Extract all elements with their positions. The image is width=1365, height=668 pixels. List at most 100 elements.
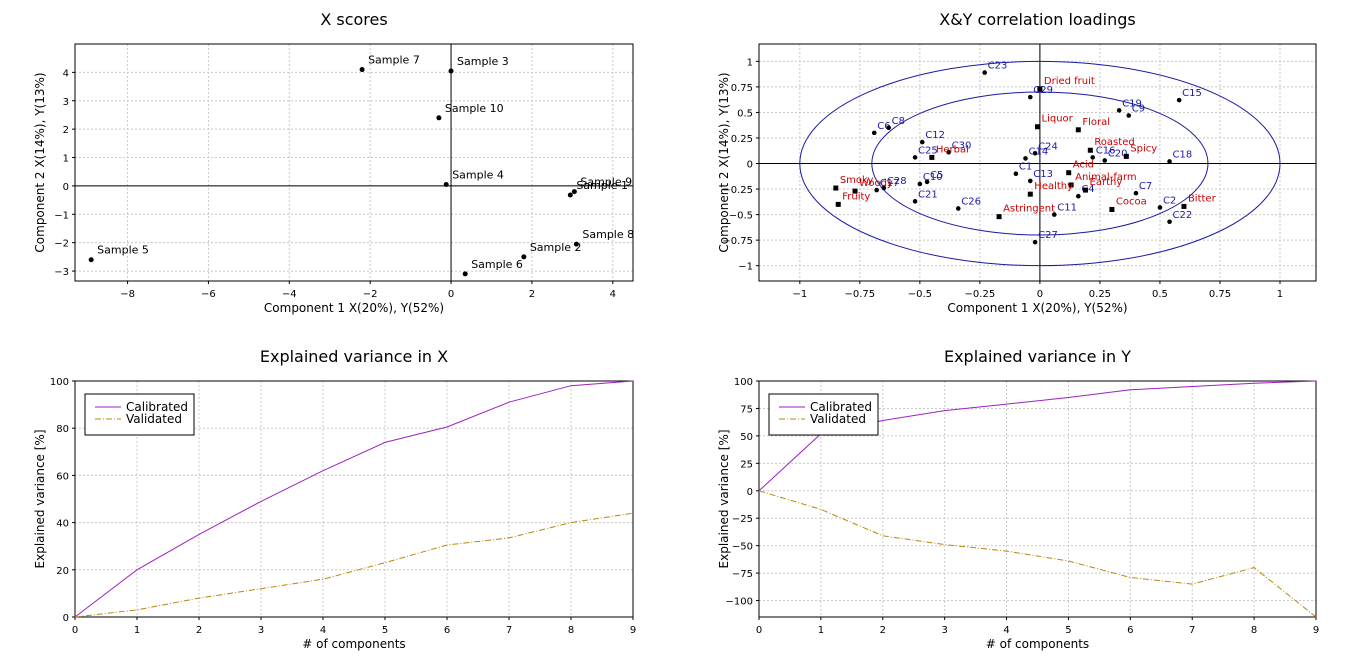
x-loading-point[interactable] [1133,190,1139,196]
x-loading-point[interactable] [912,199,918,204]
score-point[interactable] [436,115,442,121]
y-loading-point[interactable] [1027,191,1033,197]
x-loading-point[interactable] [1176,97,1182,103]
y-loading-label: Liquor [1042,114,1074,125]
x-loading-point[interactable] [1157,205,1163,210]
score-point[interactable] [571,189,577,195]
x-loading-point[interactable] [924,179,930,185]
x-loading-point[interactable] [874,187,879,193]
score-point[interactable] [359,67,365,73]
y-tick-label: 0 [747,487,753,498]
y-tick-label: 0 [63,182,69,193]
legend-label: Calibrated [810,400,872,414]
score-point[interactable] [567,192,573,198]
x-loading-point[interactable] [946,149,951,155]
plot-frame [74,43,634,282]
x-loading-label: C18 [1173,149,1193,160]
y-tick-label: 80 [56,424,69,435]
score-point[interactable] [88,257,94,263]
x-loading-point[interactable] [1027,178,1033,184]
x-loading-point[interactable] [917,181,923,187]
legend-label: Calibrated [126,400,188,414]
x-loading-point[interactable] [1076,193,1081,199]
x-loading-label: C1 [1019,162,1032,173]
y-loading-point[interactable] [833,185,839,191]
series-line-validated[interactable] [74,512,634,618]
y-loading-point[interactable] [1075,127,1081,133]
x-tick-label: 0.75 [1209,289,1231,300]
y-loading-label: Acid [1073,160,1094,171]
x-tick-label: −6 [201,289,216,300]
y-tick-label: 0 [63,613,69,624]
score-point[interactable] [573,241,579,247]
y-loading-point[interactable] [996,214,1002,220]
x-tick-label: 8 [1251,625,1257,636]
y-loading-point[interactable] [929,154,935,160]
x-loading-point[interactable] [912,155,918,160]
x-loading-label: C14 [1028,146,1048,157]
x-loading-point[interactable] [881,185,887,191]
x-tick-label: −4 [282,289,297,300]
x-tick-label: 5 [382,625,388,636]
legend-label: Validated [126,412,182,426]
y-loading-label: Astringent [1003,204,1055,215]
y-loading-point[interactable] [1123,153,1129,159]
y-loading-point[interactable] [1087,147,1093,153]
legend-box [768,393,879,436]
x-loading-label: C16 [1096,145,1116,156]
x-loading-label: C27 [1038,230,1058,241]
y-loading-point[interactable] [1083,187,1089,193]
x-loading-point[interactable] [1032,239,1038,245]
x-loading-point[interactable] [1032,151,1038,156]
y-loading-point[interactable] [1068,182,1074,188]
x-tick-label: 0.5 [1152,289,1168,300]
y-loading-point[interactable] [1037,86,1043,92]
score-point-label: Sample 4 [452,168,504,181]
x-loading-point[interactable] [1102,158,1108,163]
x-tick-label: 7 [1189,625,1195,636]
x-loading-point[interactable] [886,125,891,131]
x-loading-label: C22 [1173,210,1193,221]
y-loading-point[interactable] [852,188,858,194]
score-point[interactable] [448,68,454,74]
x-loading-point[interactable] [1023,156,1028,161]
chart-title: X&Y correlation loadings [939,10,1136,29]
score-point-label: Sample 2 [530,241,582,254]
y-loading-point[interactable] [1181,203,1187,209]
y-loading-point[interactable] [835,201,841,207]
score-point[interactable] [521,254,527,260]
y-loading-point[interactable] [1109,206,1115,212]
chart-title: X scores [320,10,387,29]
y-tick-label: −2 [54,239,69,250]
x-loading-point[interactable] [1126,113,1132,118]
y-tick-label: 3 [63,97,69,108]
x-tick-label: −0.25 [965,289,996,300]
x-loading-point[interactable] [1027,94,1033,100]
score-point[interactable] [443,181,449,187]
x-loading-point[interactable] [982,70,987,75]
x-loading-point[interactable] [1052,212,1057,217]
y-loading-point[interactable] [1066,170,1072,176]
x-loading-point[interactable] [1116,108,1122,113]
series-line-calibrated[interactable] [74,380,634,618]
x-loading-label: C6 [877,121,890,132]
x-loading-label: C24 [1038,141,1058,152]
chart-title: Explained variance in Y [944,347,1131,366]
x-tick-label: 2 [529,289,535,300]
x-loading-point[interactable] [1167,219,1172,225]
x-loading-point[interactable] [955,206,961,211]
x-loading-point[interactable] [1167,159,1172,164]
y-tick-label: −3 [54,267,69,278]
x-loading-point[interactable] [1013,171,1019,177]
y-loading-point[interactable] [1035,124,1040,130]
x-loading-label: C30 [952,140,972,151]
x-loading-point[interactable] [919,139,925,145]
x-loading-label: C12 [925,130,945,141]
score-point-label: Sample 8 [582,228,634,241]
series-line-validated[interactable] [758,490,1317,618]
x-loading-point[interactable] [1090,155,1096,160]
score-point[interactable] [462,271,468,277]
x-loading-point[interactable] [871,130,877,136]
x-tick-label: 0 [756,625,762,636]
